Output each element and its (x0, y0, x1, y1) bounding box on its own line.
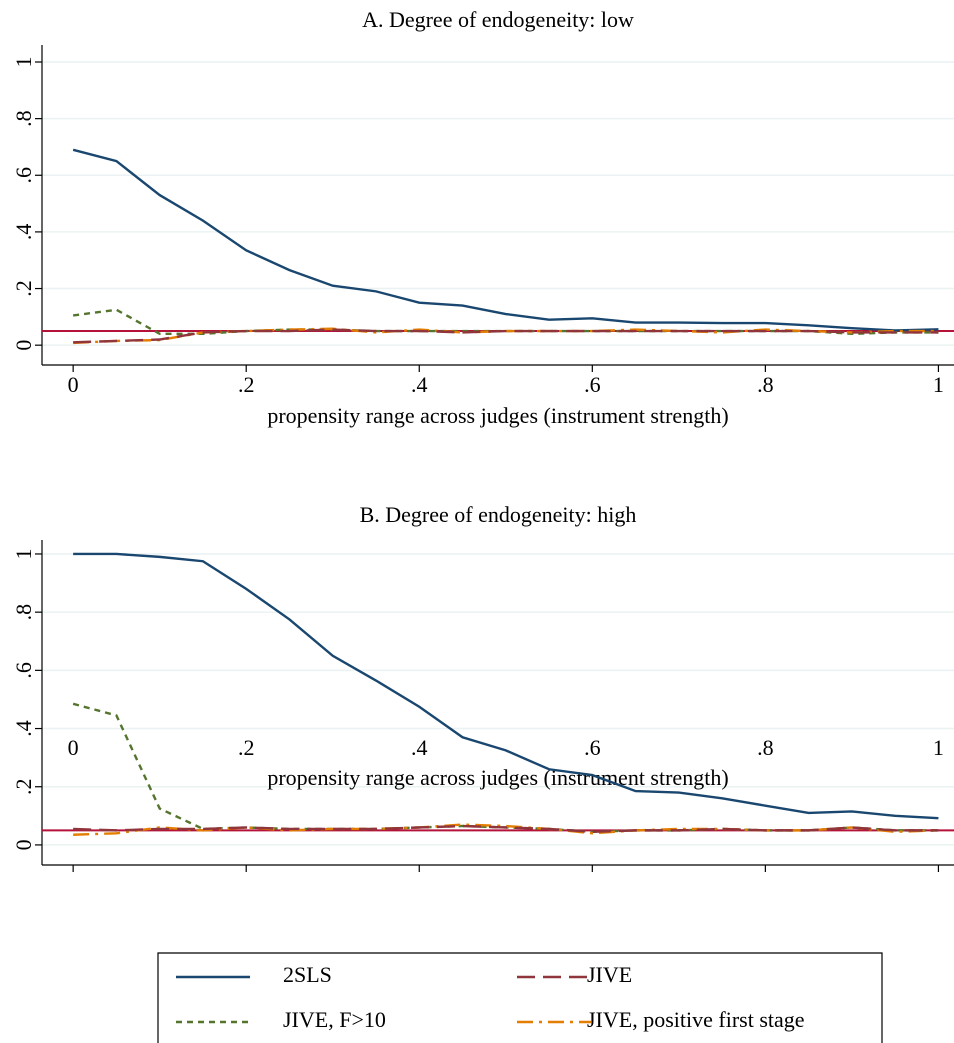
x-tick-label: .6 (584, 735, 601, 760)
series-line (72, 148, 939, 332)
x-tick-label: 0 (68, 372, 79, 397)
series-line (73, 552, 939, 820)
y-tick-label: .6 (11, 662, 36, 679)
series-line (73, 823, 939, 836)
x-tick-label: 1 (933, 735, 944, 760)
chart-title: A. Degree of endogeneity: low (362, 7, 634, 32)
y-tick-label: .4 (11, 720, 36, 737)
x-tick-label: .4 (411, 735, 428, 760)
y-tick-label: .2 (11, 778, 36, 795)
y-tick-label: .8 (11, 110, 36, 127)
x-tick-label: .8 (757, 372, 774, 397)
x-tick-label: 1 (933, 372, 944, 397)
x-tick-label: .8 (757, 735, 774, 760)
y-tick-label: 1 (11, 548, 36, 559)
y-tick-label: 0 (11, 839, 36, 850)
legend-label: JIVE, positive first stage (587, 1007, 805, 1032)
legend-label: JIVE, F>10 (283, 1007, 386, 1032)
legend-box (157, 952, 883, 1043)
y-tick-label: 0 (11, 340, 36, 351)
x-axis-title: propensity range across judges (instrume… (267, 765, 728, 790)
x-axis-title: propensity range across judges (instrume… (267, 403, 728, 428)
series-line (73, 328, 939, 344)
y-tick-label: .4 (11, 224, 36, 241)
series-line (73, 824, 939, 834)
series-line (73, 327, 939, 345)
legend-label: JIVE (587, 962, 632, 987)
y-tick-label: .2 (11, 280, 36, 297)
legend-label: 2SLS (283, 962, 332, 987)
x-tick-label: .6 (584, 372, 601, 397)
x-tick-label: .4 (411, 372, 428, 397)
x-tick-label: 0 (68, 735, 79, 760)
chart-title: B. Degree of endogeneity: high (360, 502, 637, 527)
y-tick-label: .6 (11, 167, 36, 184)
x-tick-label: .2 (238, 735, 255, 760)
x-tick-label: .2 (238, 372, 255, 397)
y-tick-label: 1 (11, 56, 36, 67)
y-tick-label: .8 (11, 604, 36, 621)
